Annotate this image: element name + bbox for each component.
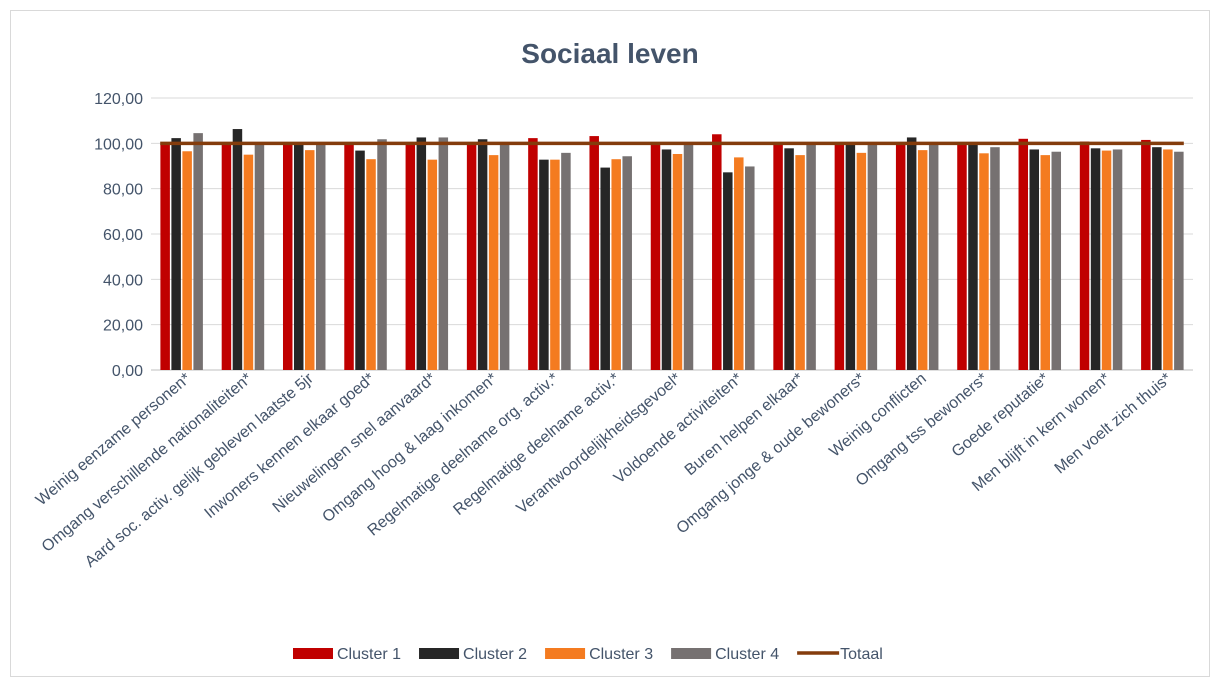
legend-item: Cluster 3 [545, 646, 653, 663]
bar-cluster-3 [1040, 155, 1051, 370]
bar-cluster-1 [221, 143, 232, 370]
bar-cluster-2 [1029, 149, 1040, 370]
bar-cluster-2 [906, 137, 917, 370]
bar-cluster-1 [650, 142, 661, 370]
bar-cluster-2 [1090, 148, 1101, 370]
bar-cluster-4 [806, 144, 816, 370]
bar-cluster-1 [1141, 139, 1151, 370]
bar-cluster-4 [683, 144, 694, 370]
bar-cluster-2 [661, 149, 672, 370]
y-tick-label: 20,00 [103, 318, 143, 335]
bar-cluster-1 [957, 142, 967, 370]
bar-cluster-4 [745, 166, 755, 370]
bar-cluster-1 [1018, 138, 1029, 370]
bar-cluster-3 [856, 152, 867, 370]
legend-item: Cluster 4 [671, 646, 779, 663]
bar-cluster-3 [1101, 150, 1112, 370]
bar-cluster-3 [488, 155, 499, 370]
bar-cluster-3 [672, 153, 683, 370]
legend-swatch [293, 648, 333, 659]
bar-chart: Sociaal leven 0,00 20,00 40,00 60,00 80,00 10… [33, 38, 1193, 663]
bar-cluster-4 [1112, 149, 1123, 370]
bar-cluster-1 [1079, 141, 1090, 370]
bar-cluster-1 [160, 144, 170, 370]
x-category-label: Aard soc. activ. gelijk gebleven laatste… [82, 370, 317, 571]
bar-cluster-3 [427, 159, 438, 370]
bar-cluster-3 [611, 159, 621, 370]
bar-cluster-1 [528, 138, 538, 370]
bar-cluster-4 [193, 133, 203, 370]
bar-cluster-3 [182, 151, 192, 370]
bar-cluster-4 [438, 137, 449, 370]
bars [160, 129, 1184, 370]
bar-cluster-2 [355, 150, 365, 370]
legend-swatch [671, 648, 712, 659]
bar-cluster-1 [282, 142, 293, 370]
bar-cluster-4 [377, 139, 387, 370]
legend-item: Cluster 2 [419, 646, 527, 663]
legend-swatch [419, 648, 460, 659]
bar-cluster-1 [895, 144, 906, 370]
y-tick-label: 80,00 [103, 182, 143, 199]
y-tick-label: 60,00 [103, 227, 143, 244]
legend: Cluster 1 Cluster 2 Cluster 3 Cluster 4 Tota… [293, 646, 883, 663]
bar-cluster-3 [304, 150, 315, 370]
bar-cluster-2 [784, 148, 794, 370]
chart-frame: Sociaal leven 0,00 20,00 40,00 60,00 80,00 10… [10, 10, 1210, 677]
legend-item: Cluster 1 [293, 646, 401, 663]
bar-cluster-2 [723, 172, 733, 370]
legend-item: Totaal [797, 646, 883, 663]
bar-cluster-2 [845, 144, 856, 370]
x-category-label: Buren helpen elkaar* [682, 370, 807, 479]
bar-cluster-1 [405, 142, 416, 370]
bar-cluster-3 [550, 159, 560, 370]
bar-cluster-3 [243, 154, 254, 370]
bar-cluster-2 [171, 138, 181, 370]
bar-cluster-4 [499, 144, 510, 370]
bar-cluster-1 [344, 144, 354, 370]
bar-cluster-4 [928, 142, 939, 370]
x-axis-category-labels: Weinig eenzame personen*Omgang verschill… [33, 370, 1175, 571]
bar-cluster-4 [622, 156, 632, 370]
bar-cluster-1 [834, 142, 845, 370]
legend-label: Cluster 1 [337, 646, 401, 663]
bar-cluster-3 [979, 153, 989, 370]
legend-label: Cluster 4 [715, 646, 779, 663]
bar-cluster-2 [600, 167, 610, 370]
bar-cluster-4 [315, 144, 326, 370]
bar-cluster-4 [254, 143, 265, 370]
y-tick-label: 120,00 [94, 91, 143, 108]
x-category-label: Men voelt zich thuis* [1052, 370, 1175, 477]
bar-cluster-1 [712, 134, 722, 370]
y-tick-label: 0,00 [112, 363, 143, 380]
bar-cluster-3 [366, 159, 376, 370]
bar-cluster-2 [232, 129, 243, 370]
y-tick-label: 100,00 [94, 136, 143, 153]
bar-cluster-3 [1163, 149, 1173, 370]
bar-cluster-4 [1174, 151, 1184, 370]
bar-cluster-2 [477, 139, 488, 370]
bar-cluster-3 [795, 155, 805, 370]
bar-cluster-1 [773, 142, 783, 370]
bar-cluster-3 [734, 157, 744, 370]
bar-cluster-4 [867, 143, 878, 370]
legend-label: Totaal [840, 646, 883, 663]
y-tick-label: 40,00 [103, 272, 143, 289]
bar-cluster-2 [416, 137, 427, 370]
bar-cluster-2 [293, 144, 304, 370]
bar-cluster-2 [968, 144, 978, 370]
bar-cluster-1 [589, 136, 599, 370]
bar-cluster-4 [990, 147, 1000, 370]
bar-cluster-4 [1051, 151, 1062, 370]
bar-cluster-2 [1152, 147, 1162, 370]
bar-cluster-4 [561, 152, 571, 370]
legend-label: Cluster 3 [589, 646, 653, 663]
legend-label: Cluster 2 [463, 646, 527, 663]
chart-title: Sociaal leven [521, 38, 698, 69]
bar-cluster-2 [539, 159, 549, 370]
bar-cluster-3 [917, 150, 928, 370]
legend-swatch [545, 648, 586, 659]
y-axis-tick-labels: 0,00 20,00 40,00 60,00 80,00 100,00 120,00 [94, 91, 143, 380]
bar-cluster-1 [466, 143, 477, 370]
